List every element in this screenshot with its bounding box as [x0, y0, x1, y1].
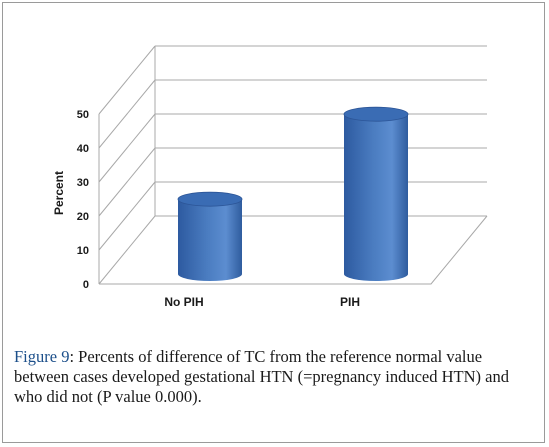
bar-body [178, 199, 242, 281]
figure-frame: 0 10 20 30 40 50 Percent No PIH PIH Figure 9: … [2, 2, 545, 443]
gridlines [98, 45, 487, 285]
bar-body [344, 114, 408, 281]
caption-text: : Percents of difference of TC from the … [14, 347, 509, 406]
x-tick-label: PIH [340, 295, 360, 309]
gridline-side [98, 181, 156, 251]
bar [177, 191, 243, 281]
gridline-side [98, 45, 156, 115]
y-tick-label: 20 [77, 211, 89, 223]
x-tick-label: No PIH [164, 295, 203, 309]
caption-label: Figure 9 [14, 347, 70, 366]
bar-top [177, 191, 243, 207]
y-axis-label: Percent [52, 171, 66, 215]
gridline-side [98, 113, 156, 183]
y-tick-label: 50 [77, 109, 89, 121]
y-tick-labels: 0 10 20 30 40 50 [77, 109, 89, 291]
y-tick-label: 40 [77, 143, 89, 155]
gridline-side [98, 79, 156, 149]
figure-caption: Figure 9: Percents of difference of TC f… [14, 347, 534, 407]
x-tick-labels: No PIH PIH [164, 295, 360, 309]
bars [177, 106, 409, 281]
y-tick-label: 30 [77, 177, 89, 189]
gridline-side [98, 147, 156, 217]
bar-chart: 0 10 20 30 40 50 Percent No PIH PIH [52, 45, 488, 309]
y-tick-label: 0 [83, 279, 89, 291]
bar [343, 106, 409, 281]
floor-edge [99, 215, 488, 285]
gridline-side [98, 215, 156, 285]
chart-floor [98, 114, 488, 285]
y-tick-label: 10 [77, 245, 89, 257]
bar-top [343, 106, 409, 122]
